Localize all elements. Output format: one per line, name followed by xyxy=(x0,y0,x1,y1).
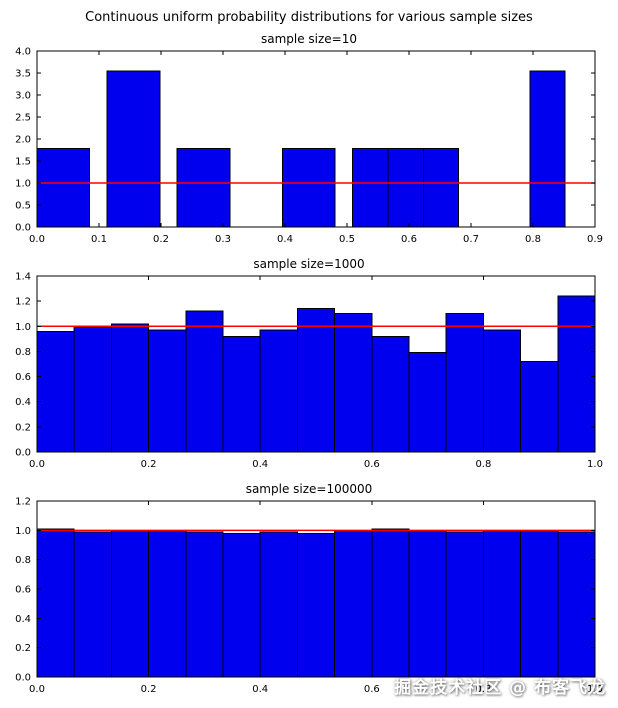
y-tick-label: 0.0 xyxy=(15,673,31,684)
histogram-bar xyxy=(36,528,75,678)
subplot-title-sample-size-100000: sample size=100000 xyxy=(245,482,373,496)
subplot-title-sample-size-1000: sample size=1000 xyxy=(253,257,365,271)
histogram-bar xyxy=(110,529,150,678)
y-tick-label: 0.0 xyxy=(15,448,31,459)
y-tick-label: 1.2 xyxy=(15,297,31,308)
x-tick-label: 0.9 xyxy=(587,234,603,245)
histogram-bar xyxy=(176,148,231,228)
y-tick-label: 0.5 xyxy=(15,201,31,212)
x-tick-label: 0.0 xyxy=(29,684,45,695)
histogram-bar xyxy=(282,148,336,228)
histogram-bar xyxy=(296,308,336,453)
x-tick-label: 0.0 xyxy=(29,234,45,245)
x-tick-label: 0.2 xyxy=(153,234,169,245)
histogram-bar xyxy=(106,70,161,228)
y-tick-label: 0.6 xyxy=(15,372,31,383)
y-tick-label: 1.0 xyxy=(15,179,31,190)
x-tick-label: 0.7 xyxy=(463,234,479,245)
figure-title: Continuous uniform probability distribut… xyxy=(85,10,533,25)
y-tick-label: 2.5 xyxy=(15,113,31,124)
x-tick-label: 0.2 xyxy=(141,459,157,470)
x-tick-label: 0.2 xyxy=(141,684,157,695)
y-tick-label: 1.2 xyxy=(15,497,31,508)
y-tick-label: 1.0 xyxy=(15,322,31,333)
y-tick-label: 0.2 xyxy=(15,643,31,654)
x-tick-label: 0.8 xyxy=(525,234,541,245)
x-tick-label: 0.1 xyxy=(91,234,107,245)
histogram-bar xyxy=(520,529,559,678)
x-tick-label: 0.4 xyxy=(277,234,293,245)
histogram-bar xyxy=(557,531,596,678)
y-tick-label: 1.4 xyxy=(15,272,31,283)
histogram-sample-size-1000: 0.0 0.2 0.4 0.6 0.8 1.0 0.0 0.2 0.4 0.6 0.8 1.0 1.2 1… xyxy=(15,272,603,470)
histogram-bar xyxy=(334,529,373,678)
histogram-sample-size-10: 0.0 0.1 0.2 0.3 0.4 0.5 0.6 0.7 0.8 0.9 0.0 0.5 1.0 1… xyxy=(15,47,603,245)
y-tick-label: 0.8 xyxy=(15,347,31,358)
histogram-bar xyxy=(148,329,187,453)
subplot-title-sample-size-10: sample size=10 xyxy=(260,32,358,46)
x-tick-label: 0.4 xyxy=(252,684,268,695)
x-tick-label: 0.8 xyxy=(475,684,491,695)
y-tick-label: 0.4 xyxy=(15,397,31,408)
x-tick-label: 0.6 xyxy=(364,459,380,470)
y-tick-label: 0.2 xyxy=(15,422,31,433)
histogram-bar xyxy=(422,148,460,228)
histogram-bar xyxy=(482,329,522,453)
histogram-bar xyxy=(557,295,596,453)
histogram-sample-size-100000: 0.0 0.2 0.4 0.6 0.8 1.0 0.0 0.2 0.4 0.6 0.8 1.0 1.2 xyxy=(15,497,603,695)
histogram-bar xyxy=(73,531,112,678)
x-tick-label: 0.6 xyxy=(401,234,417,245)
histogram-bar xyxy=(482,529,522,678)
histogram-bar xyxy=(352,148,389,228)
subplot-sample-size-10: sample size=10 0.0 0.1 0.2 0.3 0.4 0.5 0.6 0.7 0… xyxy=(0,32,618,251)
subplot-sample-size-100000: sample size=100000 0.0 0.2 0.4 0.6 0.8 1.0 0.0… xyxy=(0,482,618,701)
y-tick-label: 0.4 xyxy=(15,614,31,625)
histogram-bar xyxy=(371,528,410,678)
subplot-sample-size-1000: sample size=1000 0.0 0.2 0.4 0.6 0.8 1.0 0.0 0.… xyxy=(0,257,618,476)
x-tick-label: 1.0 xyxy=(587,684,603,695)
y-tick-label: 3.0 xyxy=(15,91,31,102)
x-tick-label: 1.0 xyxy=(587,459,603,470)
x-tick-label: 0.6 xyxy=(364,684,380,695)
x-tick-label: 0.4 xyxy=(252,459,268,470)
histogram-bar xyxy=(387,148,424,228)
y-tick-label: 4.0 xyxy=(15,47,31,58)
y-tick-label: 1.5 xyxy=(15,157,31,168)
histogram-bar xyxy=(73,327,112,453)
histogram-bar xyxy=(259,531,298,678)
histogram-bar xyxy=(296,532,336,678)
histogram-bar xyxy=(520,360,559,453)
y-tick-label: 2.0 xyxy=(15,135,31,146)
x-tick-label: 0.0 xyxy=(29,459,45,470)
histogram-bar xyxy=(529,70,566,228)
histogram-bar xyxy=(222,532,261,678)
y-tick-label: 0.8 xyxy=(15,555,31,566)
histogram-bar xyxy=(334,313,373,453)
histogram-bar xyxy=(445,313,484,453)
histogram-bar xyxy=(371,335,410,453)
histogram-bar xyxy=(222,335,261,453)
histogram-bar xyxy=(185,531,224,678)
y-tick-label: 3.5 xyxy=(15,69,31,80)
x-tick-label: 0.5 xyxy=(339,234,355,245)
histogram-bar xyxy=(445,531,484,678)
histogram-bar xyxy=(110,323,150,453)
histogram-bar xyxy=(408,529,447,678)
histogram-bar xyxy=(36,148,91,228)
histogram-bar xyxy=(36,330,75,453)
histogram-bar xyxy=(185,310,224,453)
y-tick-label: 0.6 xyxy=(15,585,31,596)
axes-frame xyxy=(36,275,596,453)
histogram-bar xyxy=(408,352,447,453)
y-tick-label: 1.0 xyxy=(15,526,31,537)
x-tick-label: 0.3 xyxy=(215,234,231,245)
histogram-bar xyxy=(148,529,187,678)
x-tick-label: 0.8 xyxy=(475,459,491,470)
histogram-bar xyxy=(259,329,298,453)
y-tick-label: 0.0 xyxy=(15,223,31,234)
